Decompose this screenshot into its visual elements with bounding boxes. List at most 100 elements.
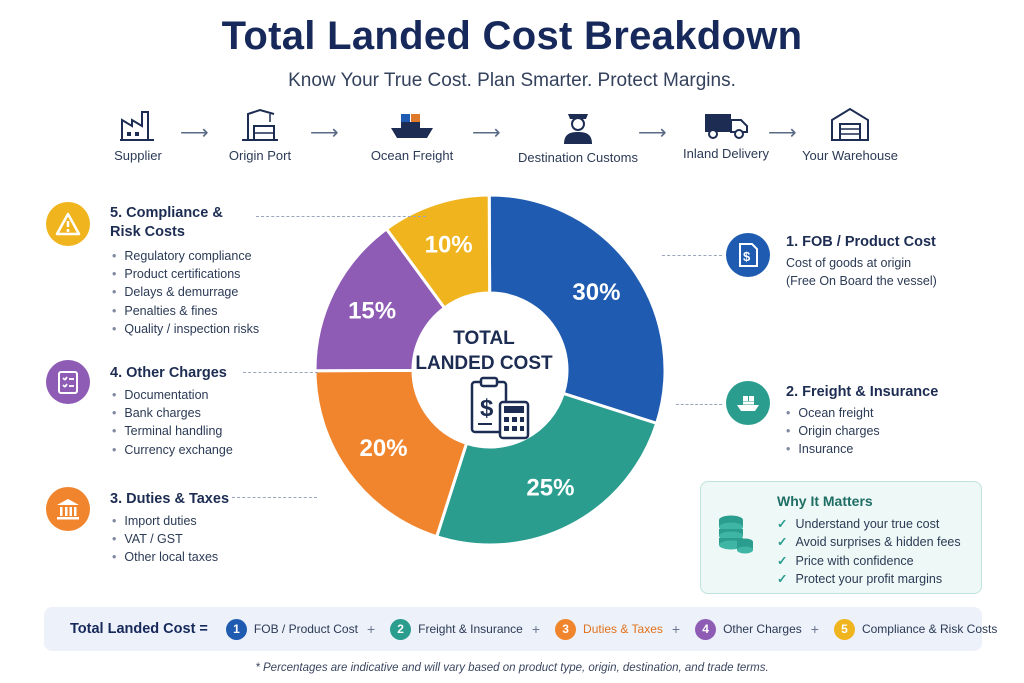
other-charges-leader-line [243,372,318,373]
flow-arrow-icon: ⟶ [472,122,501,144]
list-item: Origin charges [786,422,879,440]
flow-label: Ocean Freight [370,148,454,163]
donut-chart: 30% 25% 20% 15% 10% [313,193,667,547]
donut-slice-label-1: 30% [572,279,620,306]
flow-step-ocean-freight: Ocean Freight [342,106,482,163]
center-title-line2: LANDED COST [415,353,553,374]
factory-icon [120,111,154,141]
list-item: Documentation [112,386,233,404]
list-item: Protect your profit margins [777,570,961,588]
flow-label: Supplier [114,148,162,163]
flow-arrow-icon: ⟶ [310,122,339,144]
fob-icon-badge: $ [726,233,770,277]
why-it-matters-title: Why It Matters [777,493,873,509]
ship-icon [737,396,759,411]
flow-arrow-icon: ⟶ [180,122,209,144]
list-item: Currency exchange [112,441,232,459]
flow-label: Destination Customs [518,150,638,165]
compliance-heading-line2: Risk Costs [110,224,185,240]
list-item: Delays & demurrage [112,283,259,301]
list-item: Product certifications [112,265,259,283]
formula-term-number: 2 [390,618,412,640]
flow-label: Inland Delivery [683,146,769,161]
formula-term-4: 4 Other Charges [695,618,802,640]
formula-plus: + [366,621,376,637]
formula-term-label: Compliance & Risk Costs [861,622,998,636]
duties-list: Import duties VAT / GST Other local taxe… [112,512,218,567]
formula-term-label: Freight & Insurance [418,622,523,636]
list-item: Import duties [112,512,218,530]
formula-plus: + [531,621,541,637]
compliance-list: Regulatory compliance Product certificat… [112,247,259,338]
svg-text:$: $ [743,249,751,264]
truck-icon [705,114,748,139]
list-item: Price with confidence [777,552,961,570]
formula-term-label: Duties & Taxes [583,622,663,636]
formula-terms: 1 FOB / Product Cost +2 Freight & Insurance… [220,618,998,640]
flow-label: Your Warehouse [802,148,898,163]
coin-stack-icon [719,515,753,554]
duties-heading: 3. Duties & Taxes [110,491,230,507]
donut-slice-5 [384,193,492,311]
list-item: Insurance [786,440,880,458]
formula-term-label: FOB / Product Cost [253,622,358,636]
invoice-dollar-icon: $ [739,243,758,267]
list-item: VAT / GST [112,530,218,548]
formula-term-number: 3 [555,618,577,640]
list-item: Quality / inspection risks [112,320,259,338]
why-it-matters-list: Understand your true cost Avoid surprise… [777,515,961,588]
other-charges-heading: 4. Other Charges [110,365,227,381]
donut-slice-1 [487,193,667,426]
list-item: Understand your true cost [777,515,961,533]
freight-heading: 2. Freight & Insurance [786,384,939,400]
fob-description-line1: Cost of goods at origin [786,256,912,270]
freight-list: Ocean freight Origin charges Insurance [786,404,880,459]
formula-plus: + [810,621,819,637]
compliance-icon-badge [46,202,90,246]
fob-description-line2: (Free On Board the vessel) [786,274,937,288]
donut-slice-label-2: 25% [526,474,574,501]
flow-step-supplier: Supplier [68,106,208,163]
donut-slice-2 [434,391,659,547]
other-charges-icon-badge [46,360,90,404]
flow-step-warehouse: Your Warehouse [780,106,920,163]
list-item: Bank charges [112,404,233,422]
compliance-heading-line1: 5. Compliance & [110,205,223,221]
compliance-heading: 5. Compliance & Risk Costs [110,204,223,242]
government-building-icon [57,499,79,520]
warehouse-icon [831,107,869,141]
customs-officer-icon [564,114,592,144]
page-subtitle: Know Your True Cost. Plan Smarter. Prote… [288,70,736,91]
port-crane-icon [242,108,278,141]
donut-slice-label-3: 20% [360,435,408,462]
duties-icon-badge [46,487,90,531]
formula-term-number: 5 [833,618,855,640]
formula-term-5: 5 Compliance & Risk Costs [833,618,998,640]
other-charges-list: Documentation Bank charges Terminal hand… [112,386,233,459]
duties-leader-line [232,497,317,498]
flow-arrow-icon: ⟶ [768,122,797,144]
formula-label: Total Landed Cost = [70,621,208,637]
center-title-line1: TOTAL [453,328,515,349]
formula-term-1: 1 FOB / Product Cost [225,618,358,640]
flow-step-origin-port: Origin Port [190,106,330,163]
freight-leader-line [676,404,722,405]
formula-term-number: 4 [695,618,717,640]
list-item: Ocean freight [786,404,880,422]
formula-term-number: 1 [225,618,247,640]
fob-heading: 1. FOB / Product Cost [786,234,936,250]
flow-arrow-icon: ⟶ [638,122,667,144]
flow-step-inland-delivery: Inland Delivery [656,106,796,161]
formula-term-label: Other Charges [723,622,802,636]
flow-label: Origin Port [228,148,292,163]
list-item: Penalties & fines [112,302,259,320]
warning-icon [55,212,81,236]
list-item: Other local taxes [112,548,218,566]
formula-bar: Total Landed Cost = 1 FOB / Product Cost +… [44,607,997,651]
checklist-icon [58,371,78,394]
formula-term-2: 2 Freight & Insurance [390,618,523,640]
formula-plus: + [671,621,681,637]
list-item: Avoid surprises & hidden fees [777,533,960,551]
list-item: Regulatory compliance [112,247,259,265]
page-title: Total Landed Cost Breakdown [221,14,803,58]
